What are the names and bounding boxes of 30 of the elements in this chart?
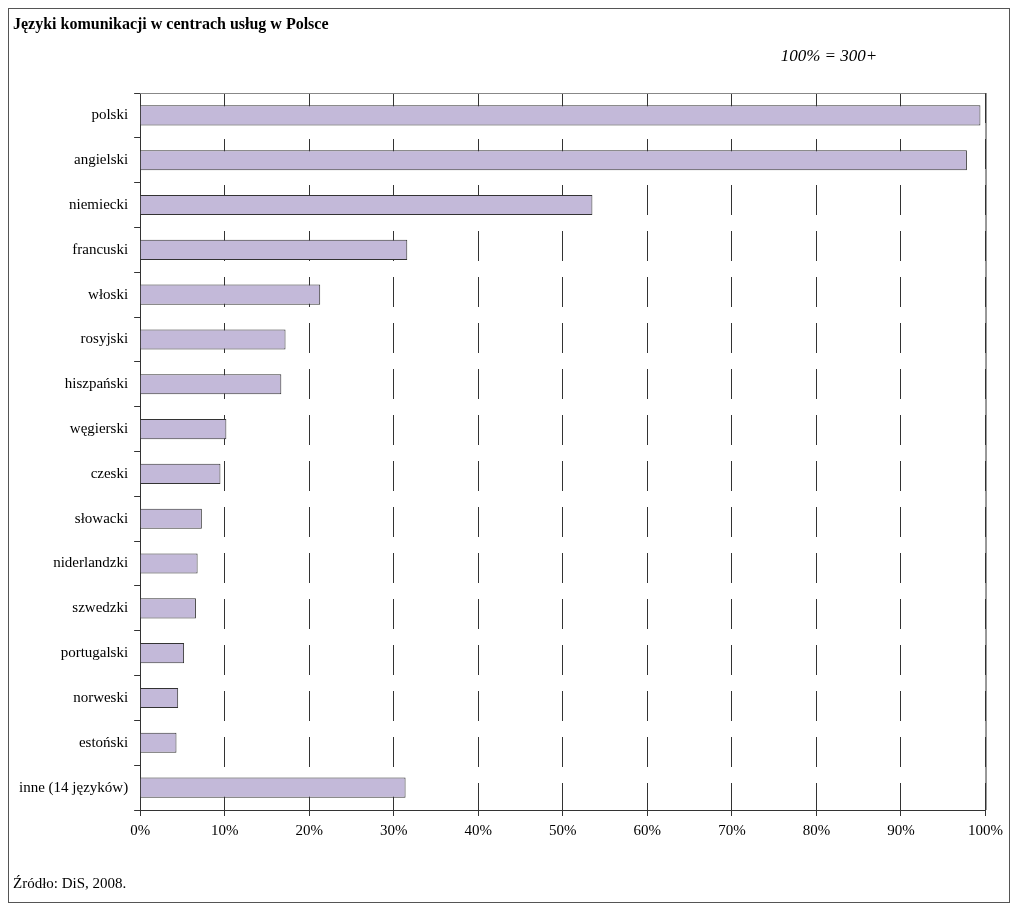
y-tick-label: niderlandzki — [53, 554, 129, 571]
x-tick-label: 70% — [718, 821, 746, 838]
y-tick-label: inne (14 języków) — [18, 778, 129, 796]
y-tick-label: portugalski — [60, 644, 129, 661]
x-tick-label: 50% — [549, 821, 577, 838]
y-tick-label: włoski — [88, 285, 129, 302]
chart-title: Języki komunikacji w centrach usług w Polsce — [13, 15, 329, 34]
y-tick-label: czeski — [90, 464, 129, 481]
y-tick-label: estoński — [78, 733, 129, 750]
y-tick-label: słowacki — [74, 509, 129, 526]
y-tick-label: węgierski — [69, 420, 129, 437]
x-tick-label: 30% — [379, 821, 408, 838]
y-tick-label: szwedzki — [72, 599, 129, 616]
x-tick-label: 80% — [802, 821, 831, 838]
x-tick-label: 10% — [210, 821, 239, 838]
x-tick-label: 90% — [887, 821, 915, 838]
x-tick-label: 60% — [633, 821, 662, 838]
y-tick-label: niemiecki — [68, 195, 129, 212]
x-tick-label: 100% — [968, 821, 1003, 838]
y-tick-label: hiszpański — [64, 375, 129, 392]
text: Źródło: DiS, 2008. — [13, 874, 127, 891]
x-tick-label: 0% — [130, 821, 151, 838]
x-tick-label: 20% — [295, 821, 323, 838]
y-tick-label: rosyjski — [80, 330, 129, 347]
y-tick-label: angielski — [73, 151, 129, 168]
y-tick-label: norweski — [73, 688, 129, 705]
text: 100% = 300+ — [780, 46, 878, 66]
x-tick-label: 40% — [464, 821, 493, 838]
y-tick-label: polski — [91, 106, 129, 123]
y-tick-label: francuski — [72, 240, 129, 257]
